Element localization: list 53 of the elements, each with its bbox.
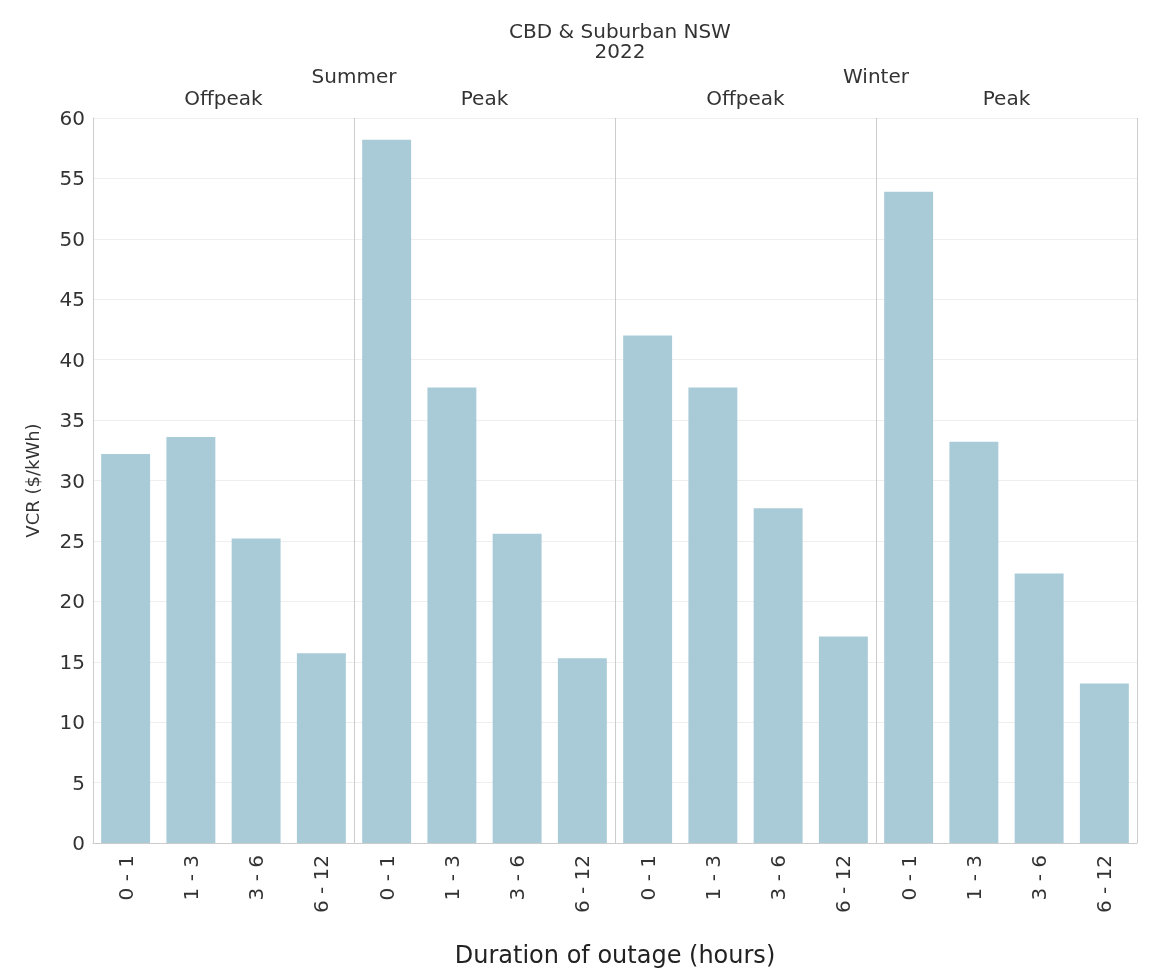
y-tick-label: 45 [59,287,85,312]
bar [949,441,999,843]
y-tick-label: 50 [59,226,85,251]
bar [231,538,281,843]
bar [753,508,803,843]
x-tick-label: 3 - 6 [766,855,791,901]
text: Offpeak [184,86,264,110]
bar [884,191,934,843]
x-tick-label: 3 - 6 [1027,855,1052,901]
x-tick-label: 6 - 12 [309,855,334,914]
x-tick-label: 1 - 3 [700,855,725,901]
x-tick-label: 1 - 3 [961,855,986,901]
text: Peak [460,86,509,110]
x-tick-label: 6 - 12 [570,855,595,914]
x-tick-label: 3 - 6 [505,855,530,901]
x-tick-label: 0 - 1 [635,855,660,901]
y-tick-label: 5 [72,770,85,795]
x-tick-label: 0 - 1 [896,855,921,901]
y-tick-label: 55 [59,166,85,191]
y-tick-label: 60 [59,106,85,130]
x-tick-label: 6 - 12 [831,855,856,914]
y-tick-label: 30 [59,468,85,493]
bar [688,387,738,843]
bar [557,658,607,843]
y-tick-label: 25 [59,528,85,553]
bar [1079,683,1129,843]
bar [296,653,346,843]
bar [818,636,868,843]
text: Offpeak [706,86,786,110]
bar [1014,573,1064,843]
x-tick-label: 0 - 1 [374,855,399,901]
text: Peak [982,86,1031,110]
bar [101,453,151,843]
x-tick-label: 3 - 6 [244,855,269,901]
bar [166,437,216,843]
x-tick-label: 1 - 3 [178,855,203,901]
x-axis-title: Duration of outage (hours) [454,941,776,969]
y-tick-label: 40 [59,347,85,372]
x-tick-label: 0 - 1 [113,855,138,901]
y-tick-label: 20 [59,589,85,614]
x-tick-label: 1 - 3 [439,855,464,901]
text: Winter [843,64,910,88]
y-tick-label: 35 [59,408,85,433]
bar [492,533,542,843]
bar [362,139,412,843]
x-tick-label: 6 - 12 [1092,855,1117,914]
y-tick-label: 0 [72,831,85,855]
text: Summer [311,64,398,88]
y-tick-label: 15 [59,649,85,674]
y-tick-label: 10 [59,710,85,735]
y-axis-title: VCR ($/kWh) [21,423,43,538]
bar [623,335,673,843]
bar [427,387,477,843]
